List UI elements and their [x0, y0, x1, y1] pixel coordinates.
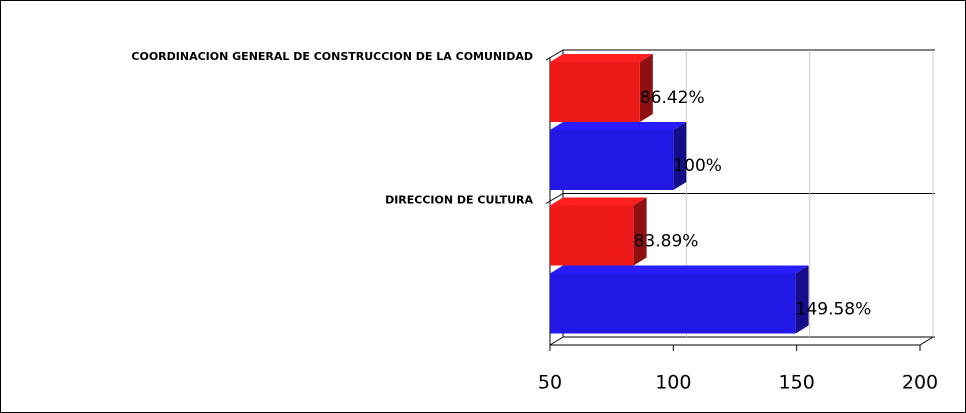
- bar-side: [795, 265, 809, 334]
- bar-top: [550, 197, 647, 206]
- bar-side: [673, 122, 687, 190]
- category-label: COORDINACION GENERAL DE CONSTRUCCION DE …: [131, 50, 533, 63]
- bar-top: [550, 54, 653, 62]
- bar-side: [633, 197, 647, 266]
- x-tick-label: 100: [655, 372, 691, 394]
- axis-corner: [919, 336, 934, 346]
- value-label: 149.58%: [796, 300, 872, 320]
- value-label: 100%: [673, 156, 722, 176]
- bar-side: [639, 54, 653, 122]
- x-tick-label: 150: [779, 372, 815, 394]
- bar: [550, 130, 674, 190]
- row-tick: [545, 193, 564, 204]
- bar: [550, 62, 640, 122]
- value-label: 86.42%: [640, 88, 705, 108]
- bar-top: [550, 122, 687, 130]
- x-tick-label: 200: [902, 372, 938, 394]
- bar: [550, 273, 796, 334]
- axis-corner: [549, 336, 564, 346]
- bar-top: [550, 265, 809, 274]
- row-tick: [545, 49, 564, 61]
- bar: [550, 205, 634, 266]
- value-label: 83.89%: [634, 232, 699, 252]
- category-label: DIRECCION DE CULTURA: [385, 194, 533, 207]
- x-tick-label: 50: [538, 372, 562, 394]
